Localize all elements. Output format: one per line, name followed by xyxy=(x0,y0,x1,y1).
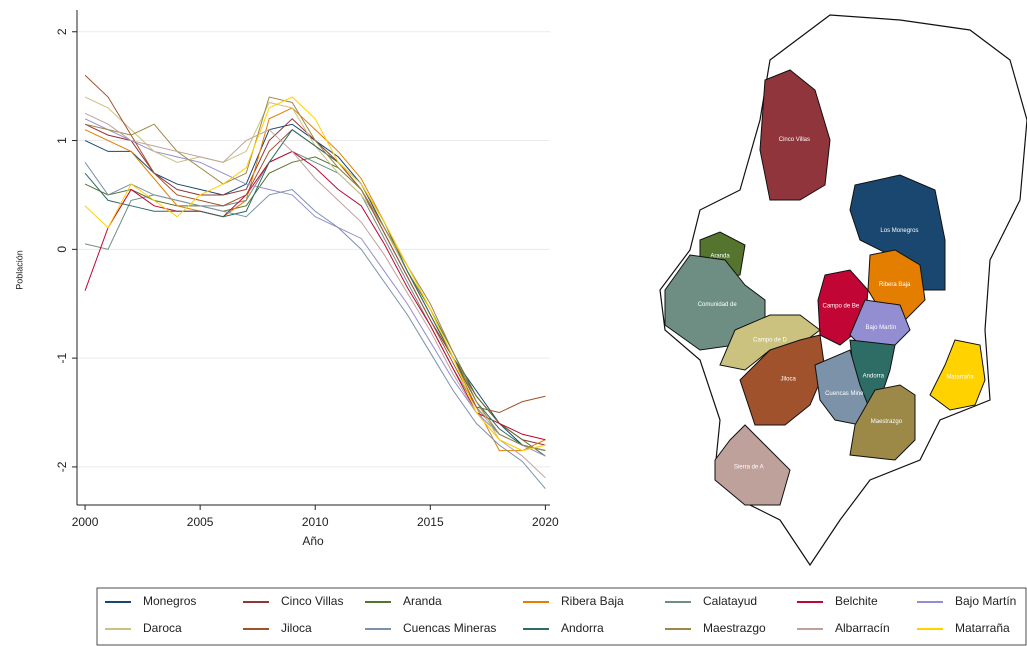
map-label: Cinco Villas xyxy=(779,137,810,143)
series-line xyxy=(84,128,546,452)
map-label: Comunidad de xyxy=(698,302,738,308)
legend-label: Aranda xyxy=(403,594,442,608)
map-label: Andorra xyxy=(863,373,885,379)
series-line xyxy=(84,107,546,452)
map-label: Los Monegros xyxy=(880,228,918,234)
map-label: Jiloca xyxy=(780,376,796,382)
x-tick-label: 2000 xyxy=(72,515,99,529)
legend-label: Matarraña xyxy=(955,621,1010,635)
legend-box xyxy=(96,587,1027,646)
map-region xyxy=(929,339,986,411)
map-region xyxy=(739,334,826,426)
legend-label: Daroca xyxy=(143,621,182,635)
map-region xyxy=(714,424,791,506)
x-tick-label: 2015 xyxy=(417,515,444,529)
x-tick-label: 2010 xyxy=(302,515,329,529)
map-label: Matarraña xyxy=(946,375,974,381)
legend-label: Maestrazgo xyxy=(703,621,766,635)
map-label: Campo de Be xyxy=(823,303,860,309)
series-line xyxy=(84,112,546,479)
legend-label: Cuencas Mineras xyxy=(403,621,496,635)
x-axis-label: Año xyxy=(302,534,324,548)
legend-label: Belchite xyxy=(835,594,878,608)
y-tick-label: -1 xyxy=(55,352,69,363)
y-tick-label: 1 xyxy=(55,137,69,144)
series-line xyxy=(84,96,546,452)
series-line xyxy=(84,118,546,457)
series-line xyxy=(84,96,546,452)
map-label: Ribera Baja xyxy=(879,282,911,288)
map-region xyxy=(759,69,831,201)
series-line xyxy=(84,150,546,441)
legend-label: Monegros xyxy=(143,594,196,608)
y-tick-label: -2 xyxy=(55,461,69,472)
y-tick-label: 2 xyxy=(55,28,69,35)
legend-label: Cinco Villas xyxy=(281,594,343,608)
map-label: Maestrazgo xyxy=(871,419,903,425)
legend-label: Calatayud xyxy=(703,594,757,608)
map-region xyxy=(849,384,916,461)
legend-label: Ribera Baja xyxy=(561,594,624,608)
legend-label: Jiloca xyxy=(281,621,312,635)
map: Cinco Villas Los Monegros Aranda Ribera Baj… xyxy=(659,14,1027,567)
legend-label: Albarracín xyxy=(835,621,890,635)
x-tick-label: 2005 xyxy=(187,515,214,529)
map-label: Bajo Martín xyxy=(865,325,896,331)
map-label: Aranda xyxy=(710,254,730,260)
x-tick-label: 2020 xyxy=(532,515,559,529)
legend-label: Andorra xyxy=(561,621,604,635)
series-line xyxy=(84,156,546,457)
map-label: Cuencas Mine xyxy=(825,391,864,397)
map-label: Campo de D xyxy=(753,338,787,344)
map-label: Sierra de A xyxy=(734,464,764,470)
legend-label: Bajo Martín xyxy=(955,594,1016,608)
y-tick-label: 0 xyxy=(55,246,69,253)
y-axis-label: Población xyxy=(14,250,24,290)
map-region xyxy=(849,174,946,291)
series-line xyxy=(84,162,546,490)
